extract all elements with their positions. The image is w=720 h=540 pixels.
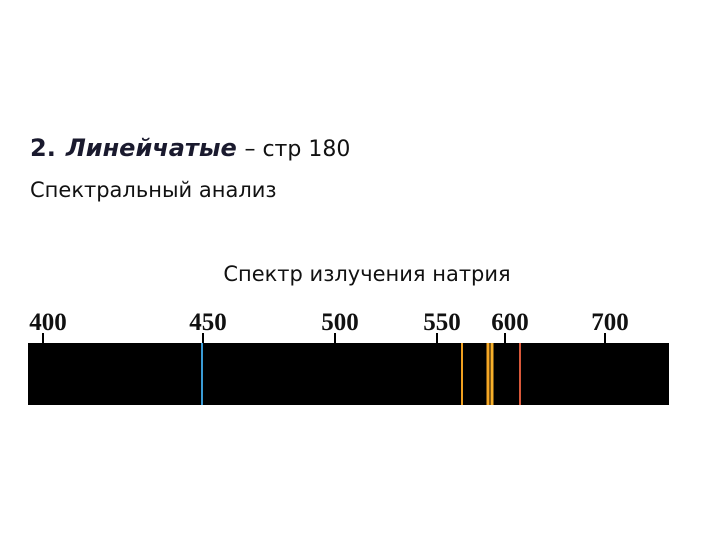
scale-label: 700 (591, 309, 629, 336)
subtitle: Спектральный анализ (30, 178, 277, 202)
spectrum-band (28, 343, 669, 405)
scale-label: 450 (189, 309, 227, 336)
heading-number: 2. (30, 134, 56, 162)
heading-rest: – стр 180 (244, 137, 351, 162)
scale-label: 550 (423, 309, 461, 336)
scale-label: 600 (491, 309, 529, 336)
scale: 400 450 500 550 600 700 (29, 309, 629, 343)
heading-term: Линейчатые (65, 134, 237, 162)
heading: 2. Линейчатые – стр 180 (30, 134, 350, 162)
scale-label: 400 (29, 309, 67, 336)
emission-lines (201, 343, 521, 405)
scale-label: 500 (321, 309, 359, 336)
diagram-caption: Спектр излучения натрия (223, 262, 511, 286)
